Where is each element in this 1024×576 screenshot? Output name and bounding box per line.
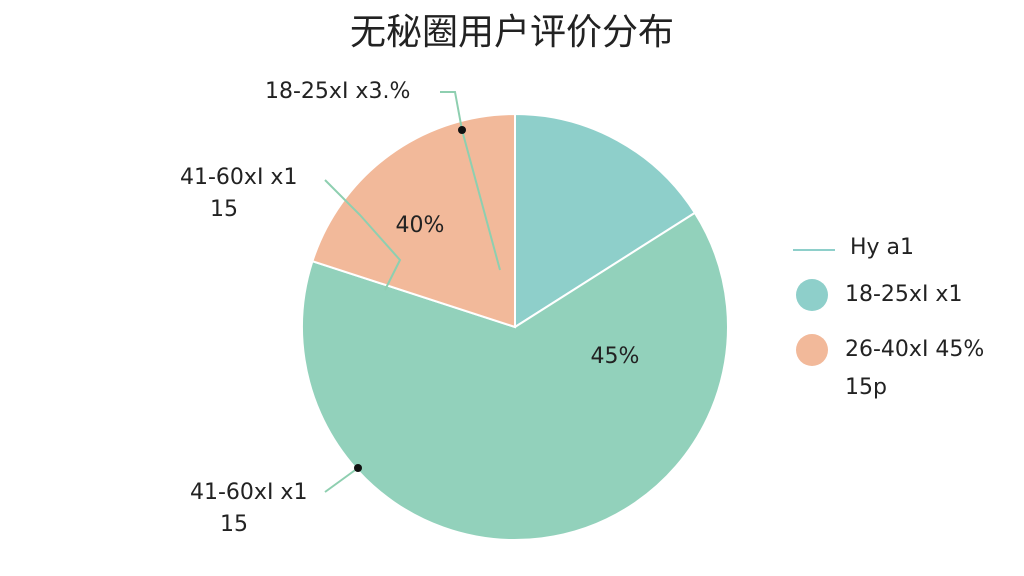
callout-text: 41-60xI x1 — [180, 165, 297, 190]
connector-dot — [458, 126, 466, 134]
pie-slice — [301, 211, 729, 541]
connector — [440, 91, 501, 271]
legend-title: Hy a1 — [850, 235, 914, 260]
legend-label: 18-25xI x1 — [845, 282, 962, 307]
callout-text: 15 — [210, 197, 238, 222]
connector — [324, 467, 359, 493]
pie-slice — [514, 112, 697, 329]
callout-connectors — [324, 91, 501, 493]
callout-text: 15 — [220, 512, 248, 537]
legend-label: 15p — [845, 375, 887, 400]
callout-text: 41-60xI x1 — [190, 480, 307, 505]
connector-dot — [354, 464, 362, 472]
slice-annotation: 45% — [591, 344, 640, 369]
legend-label: 26-40xI 45% — [845, 337, 984, 362]
pie-slice — [311, 112, 516, 329]
legend-swatch — [796, 279, 828, 311]
slice-annotation: 40% — [396, 213, 445, 238]
chart-title: 无秘圈用户评价分布 — [350, 12, 674, 53]
legend-swatch — [796, 334, 828, 366]
pie — [301, 112, 729, 541]
connector — [324, 179, 402, 291]
callout-text: 18-25xI x3.% — [265, 79, 410, 104]
